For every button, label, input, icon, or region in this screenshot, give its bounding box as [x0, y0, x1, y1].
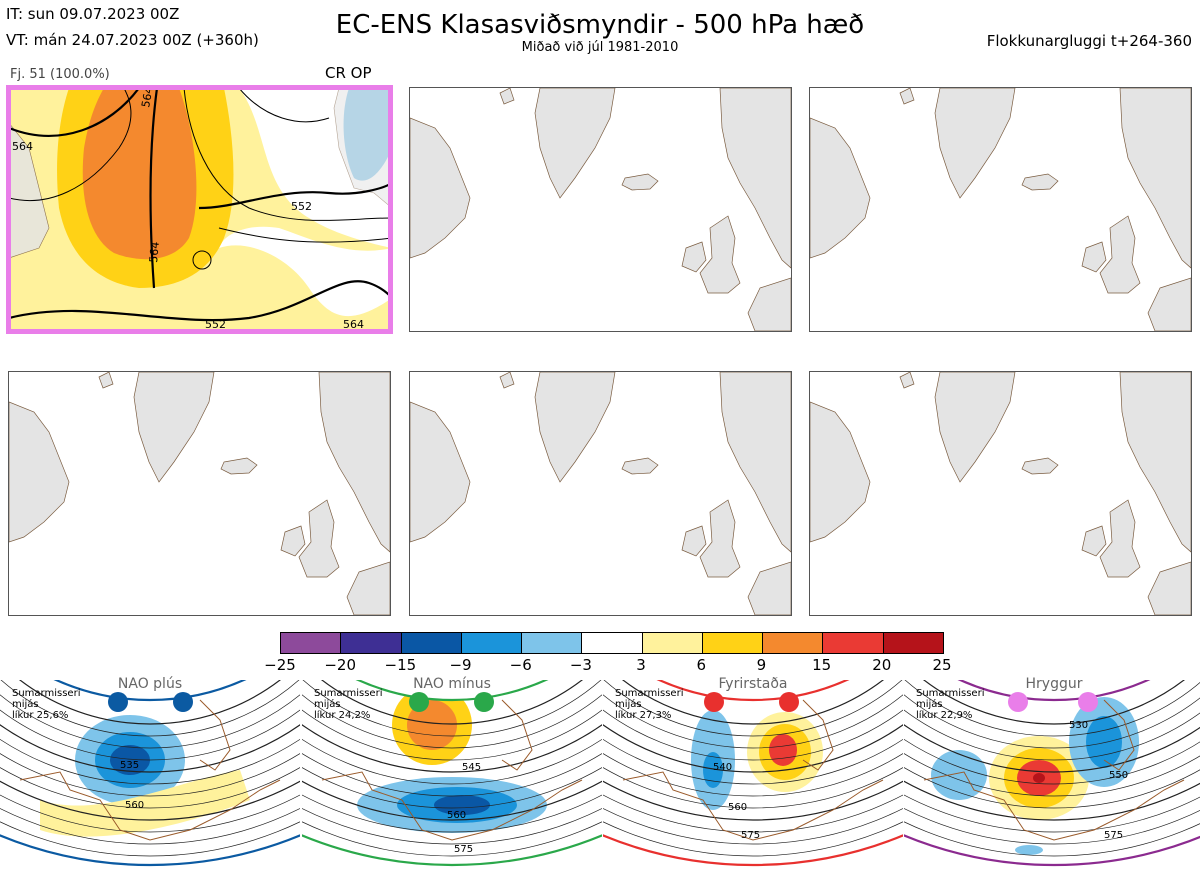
- base-map: [810, 372, 1191, 615]
- prototype-contour-label: 575: [741, 830, 760, 841]
- classification-window: Flokkunargluggi t+264-360: [986, 32, 1192, 50]
- colorbar-swatch: [521, 633, 582, 653]
- contour-label: 564: [147, 241, 162, 263]
- prototype-smoothing: mijás: [314, 699, 341, 710]
- colorbar-tick-label: 9: [756, 656, 767, 674]
- prototype-note: Sumarmisseri mijás líkur 22,9%: [916, 688, 984, 721]
- prototype-contour-label: 530: [1069, 720, 1088, 731]
- base-map: [810, 88, 1191, 331]
- prototype-title: NAO mínus: [413, 676, 491, 692]
- prototype-4: 530 550 575 Hryggur Sumarmisseri mijás lík…: [904, 676, 1200, 870]
- prototype-probability: líkur 24,2%: [314, 710, 371, 721]
- cluster-map-5[interactable]: [409, 371, 792, 616]
- colorbar-swatch: [460, 633, 522, 653]
- prototype-contour-label: 545: [462, 762, 481, 773]
- prototype-season: Sumarmisseri: [12, 688, 81, 699]
- prototype-contour-label: 540: [713, 762, 732, 773]
- colorbar-tick-label: 20: [872, 656, 892, 674]
- cluster-map-6[interactable]: [809, 371, 1192, 616]
- colorbar-tick-label: 3: [636, 656, 646, 674]
- prototype-title: Hryggur: [1025, 676, 1083, 692]
- prototype-contour-label: 575: [1104, 830, 1123, 841]
- prototype-dot: [474, 692, 494, 712]
- prototype-fan-graphic: 545 560 575: [302, 680, 602, 867]
- prototype-probability: líkur 22,9%: [916, 710, 973, 721]
- prototype-contour-label: 535: [120, 760, 139, 771]
- colorbar-swatch: [340, 633, 401, 653]
- contour-label: 564: [12, 140, 33, 153]
- cluster-map-3[interactable]: [809, 87, 1192, 332]
- colorbar-tick-label: −6: [509, 656, 532, 674]
- colorbar-swatch: [701, 633, 763, 653]
- prototype-dot: [409, 692, 429, 712]
- cluster-map-1[interactable]: 564 564 564 552 552 564: [8, 87, 393, 334]
- prototype-fan-graphic: 540 560 575: [603, 680, 903, 867]
- prototype-dot: [173, 692, 193, 712]
- colorbar-tick-label: −20: [324, 656, 356, 674]
- cluster-tag: CR OP: [325, 64, 372, 82]
- contour-label: 564: [139, 88, 155, 109]
- base-map: [9, 372, 390, 615]
- prototype-note: Sumarmisseri mijás líkur 25,6%: [12, 688, 80, 721]
- colorbar: [280, 632, 944, 654]
- valid-time: VT: mán 24.07.2023 00Z (+360h): [6, 31, 259, 49]
- colorbar-tick-label: −15: [384, 656, 417, 674]
- colorbar-tick-label: −3: [569, 656, 592, 674]
- prototype-fan-graphic: 535 560: [0, 680, 300, 867]
- prototype-season: Sumarmisseri: [615, 688, 684, 699]
- prototype-note: Sumarmisseri mijás líkur 27,3%: [615, 688, 683, 721]
- colorbar-swatch: [281, 633, 341, 653]
- colorbar-tick-label: 15: [812, 656, 832, 674]
- prototype-contour-label: 560: [447, 810, 466, 821]
- colorbar-swatch: [581, 633, 642, 653]
- prototype-fan-graphic: 530 550 575: [904, 680, 1200, 867]
- base-map: [410, 372, 791, 615]
- contour-label: 564: [343, 318, 364, 331]
- contour-label: 552: [205, 318, 226, 331]
- colorbar-swatch: [882, 633, 943, 653]
- base-map: [410, 88, 791, 331]
- prototype-contour-label: 550: [1109, 770, 1128, 781]
- page-subtitle: Miðað við júl 1981-2010: [521, 40, 679, 55]
- init-time: IT: sun 09.07.2023 00Z: [6, 5, 180, 23]
- prototype-note: Sumarmisseri mijás líkur 24,2%: [314, 688, 382, 721]
- colorbar-tick-label: −25: [264, 656, 296, 674]
- page-title: EC-ENS Klasasviðsmyndir - 500 hPa hæð: [335, 10, 865, 40]
- prototype-smoothing: mijás: [12, 699, 39, 710]
- colorbar-tick-label: −9: [449, 656, 472, 674]
- prototype-dot: [1078, 692, 1098, 712]
- prototype-dot: [108, 692, 128, 712]
- prototype-smoothing: mijás: [615, 699, 642, 710]
- cluster-label: Fj. 51 (100.0%): [10, 67, 110, 82]
- prototype-dot: [1008, 692, 1028, 712]
- colorbar-swatch: [762, 633, 823, 653]
- prototype-probability: líkur 27,3%: [615, 710, 672, 721]
- prototype-probability: líkur 25,6%: [12, 710, 69, 721]
- prototype-1: 535 560 NAO plús Sumarmisseri mijás líkur…: [0, 676, 300, 870]
- prototype-dot: [704, 692, 724, 712]
- contour-label: 552: [291, 200, 312, 213]
- cluster-map-4[interactable]: [8, 371, 391, 616]
- colorbar-swatch: [400, 633, 461, 653]
- prototype-contour-label: 560: [125, 800, 144, 811]
- prototype-contour-label: 575: [454, 844, 473, 855]
- cluster-map-1-graphic: 564 564 564 552 552 564: [9, 88, 392, 333]
- prototype-season: Sumarmisseri: [314, 688, 383, 699]
- prototype-contour-label: 560: [728, 802, 747, 813]
- cluster-map-2[interactable]: [409, 87, 792, 332]
- prototype-title: Fyrirstaða: [718, 676, 788, 692]
- prototype-2: 545 560 575 NAO mínus Sumarmisseri mijás l…: [302, 676, 602, 870]
- prototype-smoothing: mijás: [916, 699, 943, 710]
- prototype-3: 540 560 575 Fyrirstaða Sumarmisseri mijás …: [603, 676, 903, 870]
- colorbar-tick-label: 25: [932, 656, 952, 674]
- prototype-title: NAO plús: [117, 676, 183, 692]
- prototype-season: Sumarmisseri: [916, 688, 985, 699]
- colorbar-swatch: [822, 633, 883, 653]
- colorbar-tick-label: 6: [696, 656, 707, 674]
- colorbar-swatch: [641, 633, 702, 653]
- prototype-dot: [779, 692, 799, 712]
